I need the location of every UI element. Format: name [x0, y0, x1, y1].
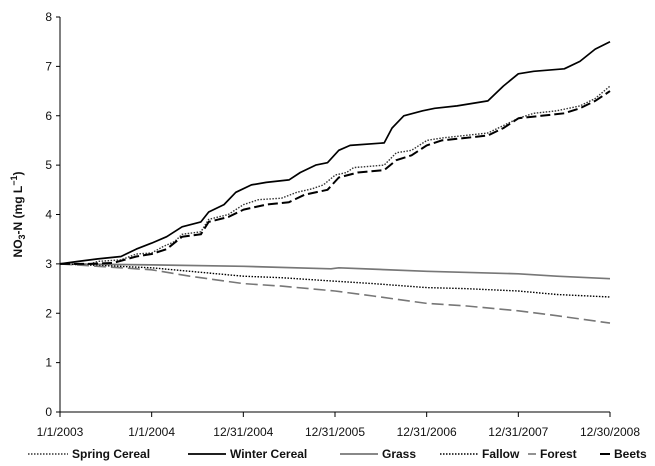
y-axis-ticks: 0 1 2 3 4 5 6 7 8 — [45, 10, 60, 419]
y-title-end: ) — [11, 172, 25, 176]
legend-label: Fallow — [482, 447, 520, 461]
y-tick-label: 3 — [45, 257, 52, 271]
y-title-mid: -N (mg L — [11, 186, 25, 235]
y-tick-label: 8 — [45, 10, 52, 24]
y-tick-label: 5 — [45, 158, 52, 172]
x-tick-label: 1/1/2003 — [37, 425, 84, 439]
y-title-main: NO — [11, 239, 25, 257]
y-tick-label: 6 — [45, 109, 52, 123]
x-tick-label: 12/31/2005 — [305, 425, 365, 439]
y-axis-title: NO3-N (mg L−1) — [9, 172, 27, 258]
legend-label: Grass — [382, 447, 416, 461]
y-tick-label: 2 — [45, 306, 52, 320]
legend-label: Beets — [614, 447, 647, 461]
legend-label: Forest — [540, 447, 577, 461]
series-line-beets — [60, 90, 611, 265]
legend-label: Winter Cereal — [230, 447, 307, 461]
y-title-superscript: −1 — [9, 176, 19, 186]
series-line-spring-cereal — [60, 85, 611, 265]
y-tick-label: 7 — [45, 59, 52, 73]
x-tick-label: 12/31/2007 — [488, 425, 548, 439]
legend-label: Spring Cereal — [72, 447, 150, 461]
legend: Spring Cereal Winter Cereal Grass Fallow For… — [28, 447, 647, 461]
x-tick-label: 1/1/2004 — [128, 425, 175, 439]
y-tick-label: 4 — [45, 208, 52, 222]
x-tick-label: 12/30/2008 — [580, 425, 640, 439]
x-axis-ticks: 1/1/2003 1/1/2004 12/31/2004 12/31/2005 12/3… — [37, 412, 640, 439]
x-tick-label: 12/31/2004 — [213, 425, 273, 439]
series-line-fallow — [59, 263, 611, 298]
y-title-subscript: 3 — [17, 234, 27, 239]
y-tick-label: 1 — [45, 356, 52, 370]
x-tick-label: 12/31/2006 — [397, 425, 457, 439]
series-line-grass — [59, 263, 611, 280]
y-tick-label: 0 — [45, 405, 52, 419]
series-line-winter-cereal — [59, 40, 611, 265]
series-lines — [59, 40, 611, 324]
series-line-forest — [59, 263, 611, 324]
